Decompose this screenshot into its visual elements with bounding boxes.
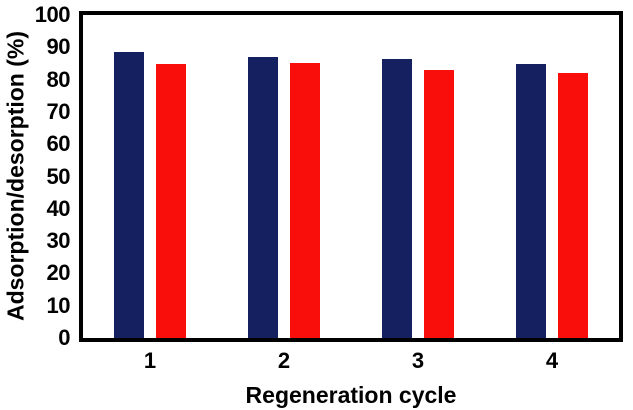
- y-tick-label-50: 50: [46, 163, 71, 189]
- x-tick-label-2: 2: [277, 348, 291, 373]
- y-tick-label-0: 0: [58, 325, 70, 350]
- y-tick-label-30: 30: [46, 228, 71, 254]
- y-tick-label-40: 40: [46, 195, 71, 221]
- x-tick-label-1: 1: [143, 348, 157, 373]
- y-tick-label-70: 70: [46, 98, 71, 124]
- x-tick-label-4: 4: [545, 348, 559, 373]
- adsorption-navy-bar-cycle-1: [114, 51, 144, 338]
- desorption-red-bar-cycle-3: [424, 69, 454, 338]
- y-tick-label-100: 100: [34, 2, 71, 27]
- y-tick-label-60: 60: [46, 131, 71, 157]
- x-axis-title: Regeneration cycle: [245, 382, 457, 408]
- y-tick-label-20: 20: [46, 260, 71, 286]
- adsorption-navy-bar-cycle-2: [248, 57, 278, 338]
- adsorption-navy-bar-cycle-3: [382, 59, 412, 338]
- y-tick-label-10: 10: [46, 292, 71, 318]
- desorption-red-bar-cycle-4: [558, 72, 588, 338]
- y-tick-label-90: 90: [46, 34, 71, 60]
- plot-area: [83, 15, 619, 338]
- x-tick-label-3: 3: [411, 348, 425, 373]
- adsorption-navy-bar-cycle-4: [516, 64, 546, 338]
- desorption-red-bar-cycle-2: [290, 63, 320, 338]
- y-tick-label-80: 80: [46, 66, 71, 92]
- desorption-red-bar-cycle-1: [156, 63, 186, 338]
